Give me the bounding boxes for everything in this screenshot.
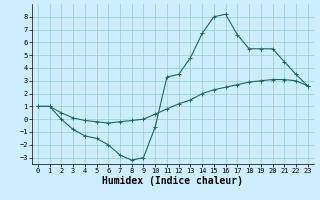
X-axis label: Humidex (Indice chaleur): Humidex (Indice chaleur) — [102, 176, 243, 186]
